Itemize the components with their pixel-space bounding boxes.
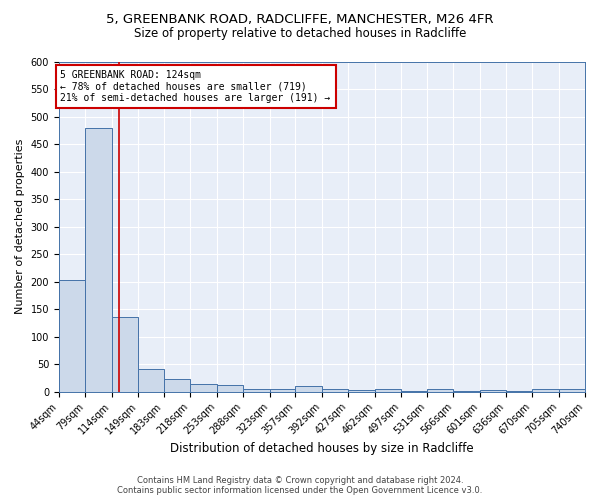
Y-axis label: Number of detached properties: Number of detached properties (15, 139, 25, 314)
Text: Size of property relative to detached houses in Radcliffe: Size of property relative to detached ho… (134, 28, 466, 40)
Bar (295, 386, 322, 392)
Bar (349, 390, 375, 392)
Bar (112, 318, 138, 392)
Bar (322, 389, 349, 392)
Bar (85, 128, 112, 392)
Bar (59, 280, 85, 392)
X-axis label: Distribution of detached houses by size in Radcliffe: Distribution of detached houses by size … (170, 442, 474, 455)
Bar (270, 388, 295, 392)
Bar (217, 385, 244, 392)
Bar (559, 389, 585, 392)
Text: 5 GREENBANK ROAD: 124sqm
← 78% of detached houses are smaller (719)
21% of semi-: 5 GREENBANK ROAD: 124sqm ← 78% of detach… (61, 70, 331, 103)
Bar (532, 388, 559, 392)
Bar (375, 389, 401, 392)
Text: Contains HM Land Registry data © Crown copyright and database right 2024.
Contai: Contains HM Land Registry data © Crown c… (118, 476, 482, 495)
Bar (480, 390, 506, 392)
Bar (190, 384, 217, 392)
Bar (138, 368, 164, 392)
Bar (244, 389, 270, 392)
Bar (164, 379, 190, 392)
Text: 5, GREENBANK ROAD, RADCLIFFE, MANCHESTER, M26 4FR: 5, GREENBANK ROAD, RADCLIFFE, MANCHESTER… (106, 12, 494, 26)
Bar (427, 389, 454, 392)
